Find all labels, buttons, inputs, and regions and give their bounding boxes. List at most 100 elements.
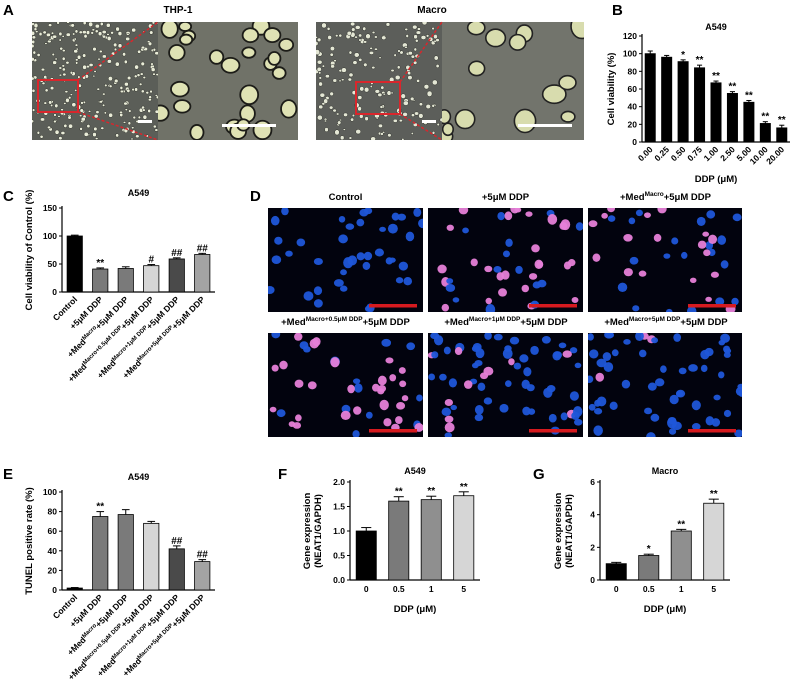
cell: [681, 251, 688, 259]
cell: [173, 99, 192, 114]
significance-label: **: [696, 55, 704, 66]
y-tick-label: 1.5: [333, 502, 345, 512]
cell: [319, 92, 326, 98]
cell: [350, 22, 356, 27]
cell: [588, 220, 598, 228]
cell: [705, 296, 712, 302]
cell: [514, 208, 522, 213]
cell: [398, 261, 409, 271]
cell: [353, 406, 362, 415]
cell: [373, 35, 378, 39]
cell: [669, 394, 679, 405]
cell: [443, 346, 451, 355]
cell: [47, 125, 51, 130]
cell: [560, 110, 576, 123]
cell: [446, 278, 454, 284]
cell: [571, 296, 579, 303]
cell: [88, 110, 92, 113]
cell: [359, 86, 365, 92]
macro-micrograph-zoom: [442, 22, 584, 140]
significance-label: ##: [171, 536, 183, 547]
cell: [278, 37, 295, 52]
cell: [547, 213, 558, 225]
cell: [106, 59, 112, 64]
x-tick-label: 1.00: [702, 144, 721, 163]
cell: [444, 422, 455, 433]
x-tick-label: 20.00: [764, 144, 786, 166]
cell: [106, 36, 112, 41]
significance-label: **: [745, 90, 753, 101]
cell: [369, 46, 373, 50]
cell: [407, 70, 412, 76]
cell: [241, 46, 257, 59]
cell: [65, 60, 70, 65]
cell: [147, 108, 151, 113]
cell: [392, 118, 398, 123]
cell: [604, 333, 614, 339]
cell: [313, 258, 323, 266]
cell: [703, 249, 711, 257]
bar: [168, 548, 185, 591]
cell: [95, 110, 100, 114]
cell: [66, 22, 70, 24]
cell: [32, 119, 34, 124]
cell: [130, 137, 134, 140]
cell: [571, 411, 580, 420]
x-axis-label: DDP (μM): [644, 604, 687, 615]
significance-label: **: [761, 112, 769, 123]
cell: [704, 347, 714, 357]
cell: [126, 32, 130, 36]
cell: [60, 131, 66, 135]
cell: [123, 101, 128, 106]
cell: [593, 425, 603, 436]
cell: [75, 61, 79, 65]
bar: [168, 258, 185, 293]
cell: [632, 305, 640, 312]
cell: [117, 31, 123, 36]
cell: [115, 61, 120, 67]
y-tick-label: 6: [590, 477, 595, 487]
cell: [58, 31, 63, 37]
cell: [509, 336, 520, 345]
y-tick-label: 20: [628, 119, 638, 129]
cell: [316, 36, 318, 39]
cell: [329, 91, 334, 97]
y-tick-label: 0.0: [333, 575, 345, 585]
cell: [601, 212, 608, 219]
cell: [363, 251, 373, 261]
cell: [497, 211, 505, 221]
bar: [66, 587, 83, 591]
cell: [285, 250, 293, 257]
cell: [396, 401, 406, 410]
cell: [444, 432, 453, 437]
x-tick-label: 0.5: [643, 584, 655, 594]
cell: [101, 30, 107, 34]
cell: [413, 34, 418, 40]
tunel-image-med-macro-1: [428, 333, 583, 437]
cell: [354, 25, 361, 30]
cell: [53, 113, 57, 117]
cell: [267, 51, 282, 66]
cell: [483, 366, 494, 376]
cell: [141, 108, 146, 112]
cell: [313, 286, 323, 296]
cell: [477, 382, 486, 391]
cell: [411, 113, 415, 118]
cell: [32, 76, 35, 81]
cell: [150, 62, 154, 66]
cell: [523, 367, 532, 377]
cell: [708, 248, 716, 257]
cell: [44, 42, 48, 45]
cell: [381, 338, 392, 347]
cell: [35, 30, 39, 33]
cell: [508, 33, 527, 51]
cell: [73, 37, 77, 41]
chart-g-neat1-macro: Macro Gene expression (NEAT1/GAPDH) 0 2 4 6 0 * 0…: [553, 466, 730, 615]
cell: [403, 100, 409, 106]
cell: [102, 92, 106, 96]
cell: [268, 285, 275, 295]
cell: [665, 308, 673, 312]
significance-label: ##: [171, 248, 183, 259]
cell: [113, 47, 118, 52]
